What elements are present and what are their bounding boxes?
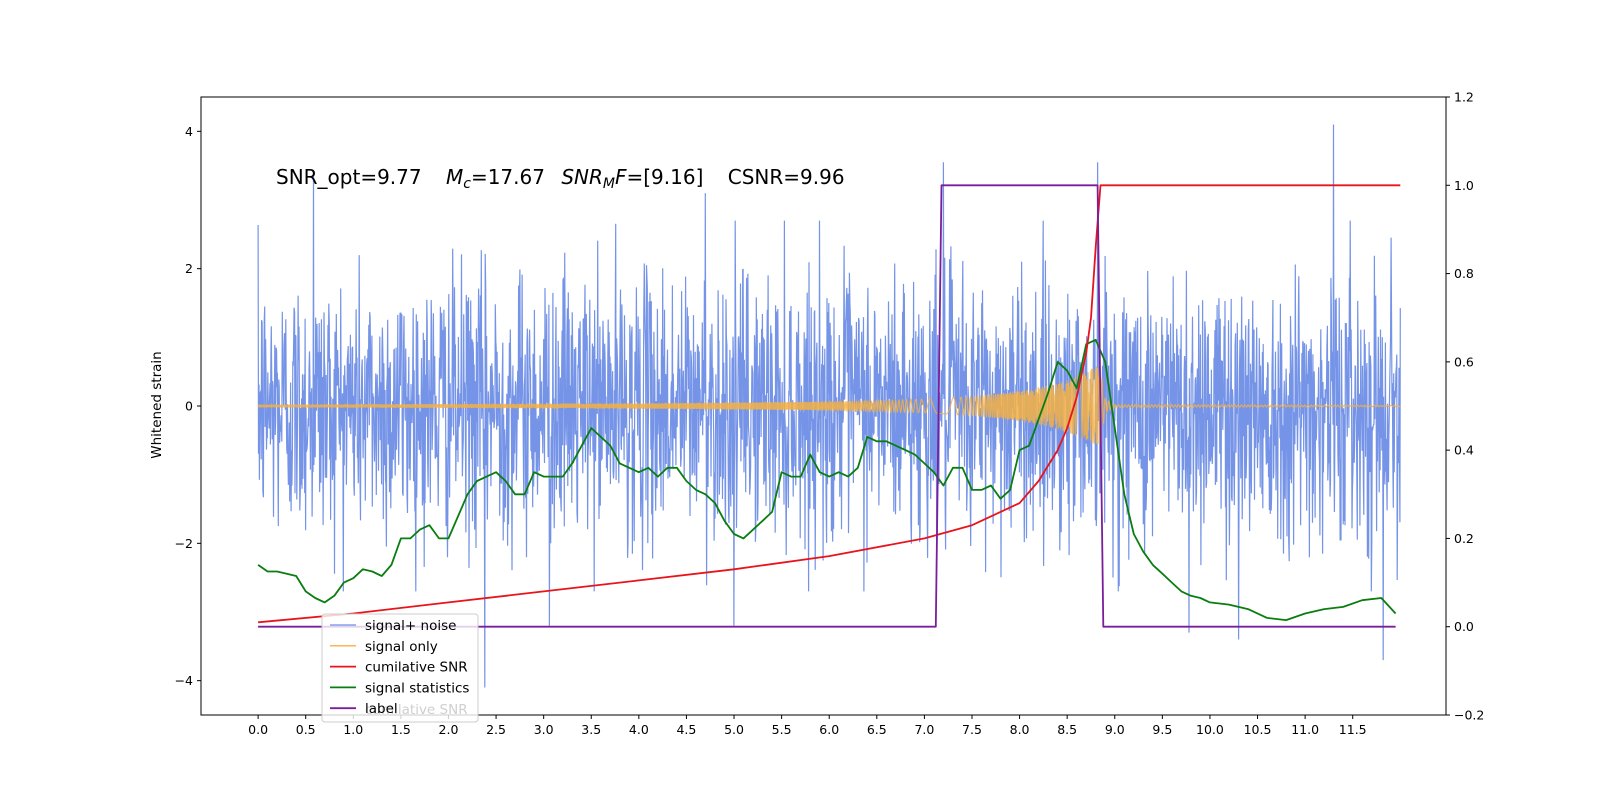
x-tick-label: 5.0 bbox=[724, 722, 744, 737]
x-tick-label: 2.0 bbox=[439, 722, 459, 737]
y-tick-label-left: −4 bbox=[175, 673, 193, 688]
y-tick-label-right: 1.0 bbox=[1454, 178, 1474, 193]
legend-entry: signal statistics bbox=[365, 680, 469, 696]
series-signal-only bbox=[257, 366, 1401, 445]
y-tick-label-right: −0.2 bbox=[1454, 708, 1484, 723]
annotation-snrmf-symbol: SNR bbox=[561, 165, 603, 189]
y-tick-label-right: 0.8 bbox=[1454, 266, 1474, 281]
x-tick-label: 0.0 bbox=[248, 722, 268, 737]
y-tick-label-left: 0 bbox=[185, 399, 193, 414]
y-tick-label-right: 0.4 bbox=[1454, 443, 1474, 458]
annotation-mc-sub: c bbox=[463, 176, 471, 192]
annotation-mc-symbol: M bbox=[446, 165, 463, 189]
legend-hidden-text: cumilative SNR bbox=[365, 702, 468, 718]
legend: cumilative SNR signal+ noise signal only c… bbox=[321, 613, 479, 723]
x-axis: 0.0 0.5 1.0 1.5 2.0 2.5 3.0 3.5 4.0 4.5 5.0 5.5 6.0 6… bbox=[248, 715, 1367, 737]
y-tick-label-right: 0.0 bbox=[1454, 619, 1474, 634]
legend-box bbox=[321, 613, 479, 723]
y-tick-label-left: 2 bbox=[185, 261, 193, 276]
x-tick-label: 8.5 bbox=[1057, 722, 1077, 737]
x-tick-label: 10.0 bbox=[1196, 722, 1224, 737]
x-tick-label: 6.5 bbox=[867, 722, 887, 737]
x-tick-label: 11.0 bbox=[1291, 722, 1319, 737]
x-tick-label: 3.0 bbox=[534, 722, 554, 737]
x-tick-label: 3.5 bbox=[581, 722, 601, 737]
legend-entry: signal+ noise bbox=[365, 618, 456, 634]
x-tick-label: 10.5 bbox=[1244, 722, 1272, 737]
annotation-snr-opt: SNR_opt=9.77 bbox=[276, 165, 422, 189]
x-tick-label: 4.5 bbox=[676, 722, 696, 737]
x-tick-label: 1.0 bbox=[343, 722, 363, 737]
x-tick-label: 7.0 bbox=[914, 722, 934, 737]
y-axis-left: −4 −2 0 2 4 bbox=[175, 124, 201, 688]
legend-entry: label bbox=[365, 701, 398, 717]
y-axis-label: Whitened strain bbox=[149, 351, 165, 458]
x-tick-label: 8.0 bbox=[1010, 722, 1030, 737]
x-tick-label: 5.5 bbox=[772, 722, 792, 737]
x-tick-label: 9.5 bbox=[1152, 722, 1172, 737]
y-tick-label-left: 4 bbox=[185, 124, 193, 139]
y-tick-label-right: 0.6 bbox=[1454, 354, 1474, 369]
annotation-snrmf-sub: M bbox=[603, 176, 615, 192]
x-tick-label: 6.0 bbox=[819, 722, 839, 737]
y-axis-right: −0.2 0.0 0.2 0.4 0.6 0.8 1.0 1.2 bbox=[1446, 90, 1484, 723]
x-tick-label: 1.5 bbox=[391, 722, 411, 737]
x-tick-label: 2.5 bbox=[486, 722, 506, 737]
series-signal-noise bbox=[257, 124, 1401, 688]
annotation-snrmf-f: F bbox=[615, 165, 627, 189]
x-tick-label: 11.5 bbox=[1339, 722, 1367, 737]
x-tick-label: 4.0 bbox=[629, 722, 649, 737]
annotation-snrmf-value: =[9.16] bbox=[627, 165, 704, 189]
annotation-csnr: CSNR=9.96 bbox=[728, 165, 845, 189]
x-tick-label: 0.5 bbox=[296, 722, 316, 737]
series-signal-statistics bbox=[257, 338, 1397, 621]
chart-annotation: SNR_opt=9.77 Mc=17.67 SNRMF=[9.16] CSNR=… bbox=[276, 165, 845, 192]
legend-entry: cumilative SNR bbox=[365, 660, 468, 676]
y-tick-label-left: −2 bbox=[175, 536, 193, 551]
series-label bbox=[258, 184, 1396, 628]
legend-entry: signal only bbox=[365, 639, 438, 655]
x-tick-label: 7.5 bbox=[962, 722, 982, 737]
series-layer bbox=[257, 124, 1401, 688]
annotation-mc-value: =17.67 bbox=[471, 165, 545, 189]
y-tick-label-right: 1.2 bbox=[1454, 90, 1474, 105]
series-cumulative-snr bbox=[258, 184, 1401, 624]
y-tick-label-right: 0.2 bbox=[1454, 531, 1474, 546]
x-tick-label: 9.0 bbox=[1105, 722, 1125, 737]
